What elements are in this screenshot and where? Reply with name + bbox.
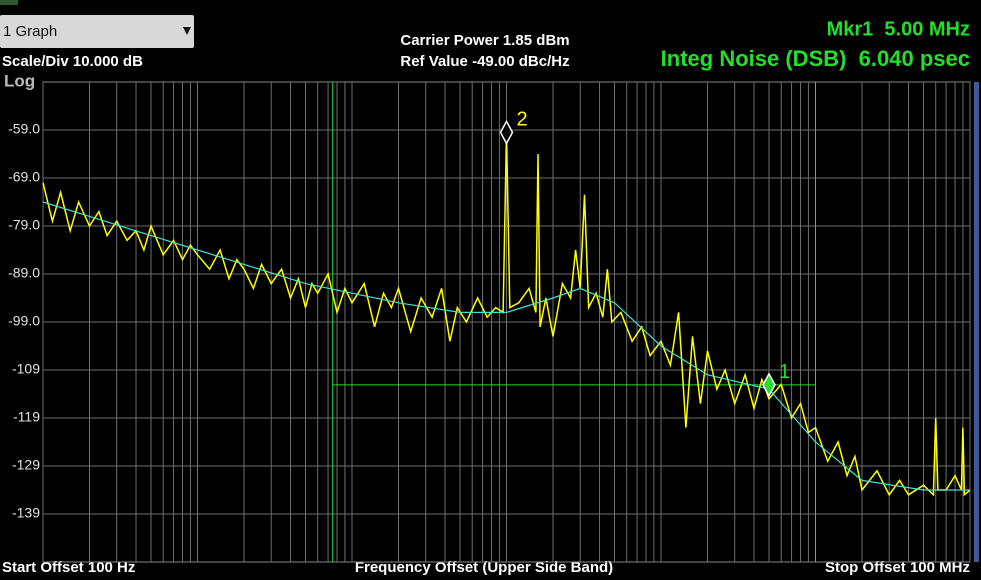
ref-value: Ref Value -49.00 dBc/Hz bbox=[400, 53, 569, 70]
marker-label: 1 bbox=[779, 361, 790, 383]
scale-type: Log bbox=[4, 71, 35, 90]
x-stop-label: Stop Offset 100 MHz bbox=[825, 559, 970, 576]
y-tick-label: -99.0 bbox=[8, 313, 40, 329]
y-tick-label: -59.0 bbox=[8, 121, 40, 137]
dropdown-label: 1 Graph bbox=[3, 23, 57, 40]
y-tick-label: -139 bbox=[12, 505, 40, 521]
y-tick-label: -79.0 bbox=[8, 217, 40, 233]
y-tick-label: -109 bbox=[12, 361, 40, 377]
dropdown-arrow bbox=[183, 27, 191, 35]
marker bbox=[762, 372, 776, 398]
y-tick-label: -89.0 bbox=[8, 265, 40, 281]
x-start-label: Start Offset 100 Hz bbox=[2, 559, 135, 576]
y-tick-label: -129 bbox=[12, 457, 40, 473]
marker-readout: Mkr1 5.00 MHz bbox=[827, 18, 970, 40]
y-tick-label: -119 bbox=[13, 409, 40, 425]
y-tick-label: -69.0 bbox=[8, 169, 40, 185]
trace bbox=[42, 201, 970, 491]
x-axis-label: Frequency Offset (Upper Side Band) bbox=[355, 559, 613, 576]
carrier-power: Carrier Power 1.85 dBm bbox=[400, 32, 569, 49]
marker bbox=[499, 119, 514, 145]
scrollbar[interactable] bbox=[974, 82, 979, 562]
status-strip bbox=[0, 0, 18, 5]
scale-label: Scale/Div 10.000 dB bbox=[2, 53, 143, 70]
dropdown[interactable] bbox=[0, 15, 194, 48]
marker-label: 2 bbox=[517, 109, 528, 131]
integ-noise: Integ Noise (DSB) 6.040 psec bbox=[661, 46, 970, 71]
